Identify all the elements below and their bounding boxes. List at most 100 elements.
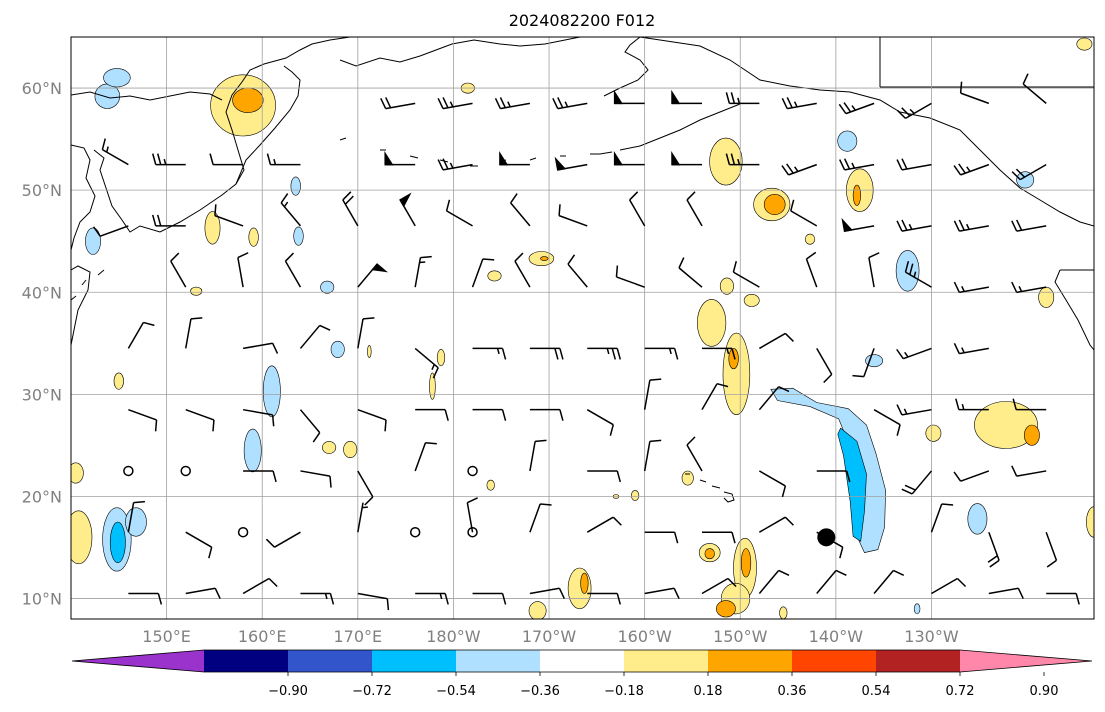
positive-anomaly-contour	[487, 270, 502, 282]
colorbar-segment	[708, 650, 793, 672]
wind-barb	[628, 191, 646, 227]
wind-barb	[873, 569, 905, 594]
wind-barb	[214, 204, 244, 227]
wind-barb	[128, 408, 158, 432]
wind-barb	[701, 382, 729, 411]
wind-barb	[702, 531, 736, 544]
negative-anomaly-contour	[837, 130, 858, 152]
map-plot-area	[70, 36, 1095, 620]
wind-barb	[873, 409, 901, 436]
wind-barb-layer	[92, 73, 1080, 611]
wind-barb	[101, 138, 129, 166]
positive-anomaly-contour	[71, 510, 93, 565]
wind-barb	[127, 321, 155, 349]
wind-barb	[955, 398, 989, 411]
positive-anomaly-contour	[974, 401, 1038, 449]
coastline-sea-of-okhotsk	[71, 91, 223, 101]
lon-tick-label: 170°W	[522, 627, 577, 646]
wind-barb	[587, 470, 622, 483]
wind-barb	[499, 151, 530, 166]
wind-barb	[529, 439, 547, 472]
negative-anomaly-contour	[330, 340, 345, 358]
wind-barb	[953, 342, 989, 355]
wind-barb	[414, 347, 439, 379]
wind-barb	[615, 265, 645, 288]
wind-barb	[686, 191, 703, 227]
colorbar-tick-label: −0.18	[604, 684, 644, 699]
wind-barb	[896, 102, 932, 120]
wind-barb	[868, 252, 880, 288]
lat-tick-label: 40°N	[22, 283, 62, 302]
wind-barb	[242, 577, 278, 595]
wind-barb	[280, 193, 302, 227]
wind-barb	[357, 408, 387, 432]
colorbar: −0.90 −0.72 −0.54 −0.36 −0.18 0.18 0.36 0.54 0.7…	[71, 649, 1093, 699]
negative-anomaly-region	[837, 427, 867, 542]
colorbar-segment	[372, 650, 457, 672]
wind-barb	[357, 317, 375, 349]
lon-tick-label: 150°E	[142, 627, 191, 646]
colorbar-segment	[288, 650, 373, 672]
wind-barb	[732, 260, 760, 288]
coastline-japan-islands	[71, 269, 105, 301]
colorbar-tick-label: 0.18	[694, 684, 723, 699]
wind-barb	[127, 500, 145, 533]
wind-barb	[266, 153, 301, 166]
wind-barb	[284, 252, 302, 288]
wind-barb	[471, 258, 495, 288]
wind-barb	[357, 470, 374, 506]
wind-barb	[552, 97, 588, 110]
positive-anomaly-contour	[704, 548, 715, 560]
colorbar-tick-label: −0.54	[436, 684, 476, 699]
wind-barb	[643, 439, 662, 472]
lat-tick-label: 60°N	[22, 79, 62, 98]
longitude-labels: 150°E 160°E 170°E 180°W 170°W 160°W 150°W 140°W…	[142, 627, 959, 646]
wind-barb	[953, 470, 990, 482]
positive-anomaly-contour	[925, 424, 942, 442]
wind-barb	[587, 592, 622, 605]
colorbar-tick-label: −0.72	[352, 684, 392, 699]
wind-barb	[896, 219, 932, 232]
lat-tick-label: 50°N	[22, 181, 62, 200]
wind-barb	[414, 442, 437, 472]
wind-barb	[586, 516, 622, 533]
wind-barb	[841, 217, 875, 232]
wind-barb	[901, 470, 933, 495]
gridlines	[71, 37, 1094, 619]
positive-anomaly-contour	[1024, 424, 1040, 446]
positive-anomaly-contour	[580, 572, 589, 594]
wind-barb	[644, 347, 679, 360]
wind-barb	[414, 255, 432, 288]
wind-barb	[554, 156, 588, 171]
positive-anomaly-contour	[681, 470, 694, 486]
wind-barb	[758, 470, 787, 498]
wind-barb	[671, 89, 703, 105]
wind-barb	[931, 577, 967, 595]
positive-anomaly-contour	[709, 137, 743, 186]
wind-barb	[415, 408, 449, 421]
positive-anomaly-contour	[630, 490, 640, 501]
wind-barb	[300, 592, 335, 605]
wind-barb	[445, 199, 473, 227]
lat-tick-label: 10°N	[22, 590, 62, 609]
colorbar-tick-label: 0.72	[946, 684, 975, 699]
positive-anomaly-contour	[763, 194, 786, 216]
negative-anomaly-contour	[865, 354, 884, 368]
wind-barb	[725, 92, 760, 105]
colorbar-tick-label: 0.54	[862, 684, 891, 699]
colorbar-segment	[876, 650, 961, 672]
wind-barb	[953, 281, 989, 294]
positive-anomaly-contour	[429, 372, 436, 400]
wind-barb	[1011, 219, 1047, 232]
wind-barb	[342, 191, 359, 227]
positive-anomaly-contour	[248, 227, 259, 247]
wind-barb	[643, 378, 662, 410]
wind-barb	[587, 347, 622, 360]
negative-anomaly-contour	[262, 365, 281, 418]
positive-anomaly-contour	[719, 277, 734, 295]
negative-anomaly-contour	[94, 83, 121, 109]
wind-barb	[265, 531, 301, 548]
wind-barb	[959, 81, 990, 105]
wind-barb	[896, 158, 932, 171]
wind-barb	[529, 347, 564, 360]
